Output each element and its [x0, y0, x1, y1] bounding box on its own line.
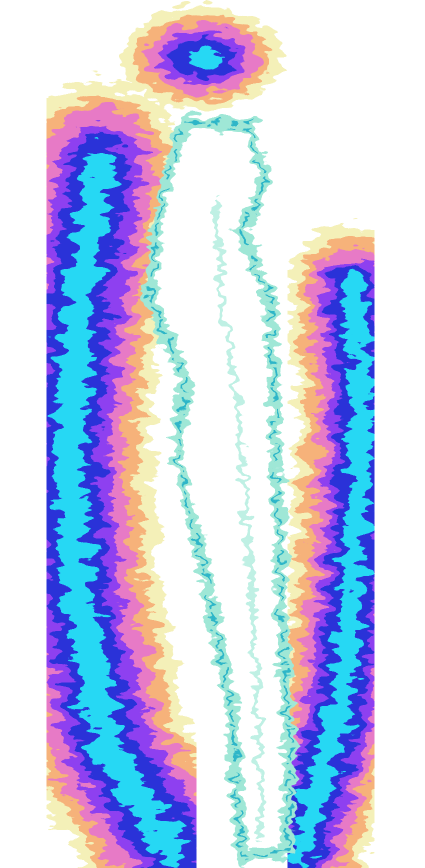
left-aura	[0, 82, 258, 868]
body-inner-line	[212, 199, 265, 841]
aura-band	[187, 49, 223, 71]
right-aura	[235, 225, 425, 868]
body	[144, 116, 296, 862]
aura-band	[53, 150, 190, 868]
body-edge	[148, 120, 292, 858]
aura-band	[289, 279, 373, 866]
head-aura	[122, 6, 282, 110]
